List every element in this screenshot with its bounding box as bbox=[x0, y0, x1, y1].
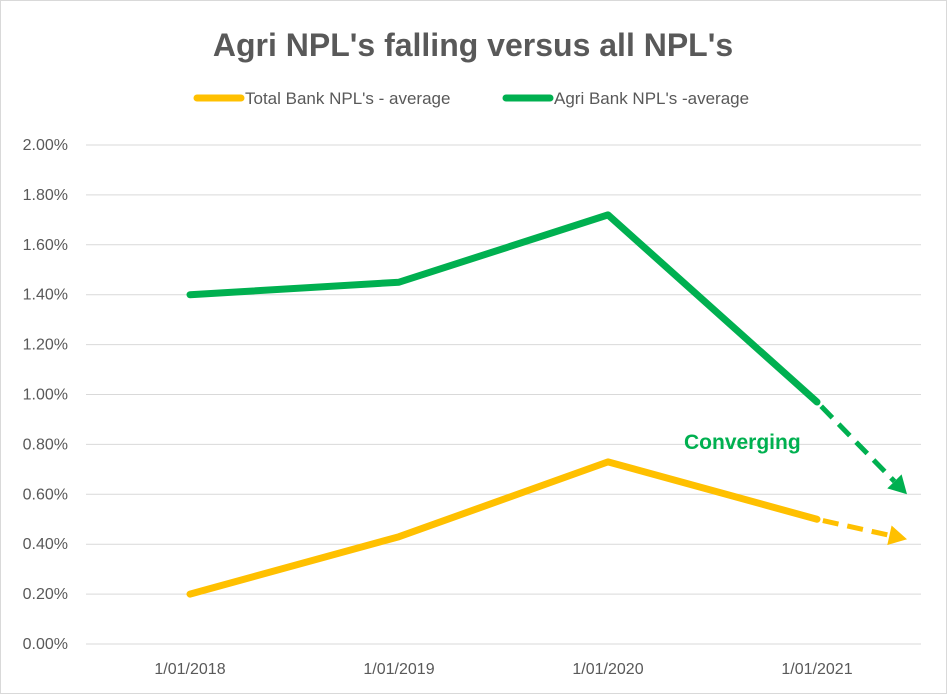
arrow-head-icon bbox=[887, 474, 907, 494]
legend: Total Bank NPL's - average Agri Bank NPL… bbox=[197, 89, 749, 108]
series-layer bbox=[190, 215, 907, 594]
legend-label-total: Total Bank NPL's - average bbox=[245, 89, 450, 108]
x-tick-label: 1/01/2020 bbox=[572, 661, 643, 678]
y-tick-label: 0.20% bbox=[23, 586, 68, 603]
y-tick-label: 0.60% bbox=[23, 486, 68, 503]
gridlines bbox=[86, 145, 921, 644]
x-tick-label: 1/01/2019 bbox=[363, 661, 434, 678]
annotation-converging: Converging bbox=[684, 431, 801, 454]
projection-dashed-line bbox=[823, 521, 890, 536]
y-tick-label: 2.00% bbox=[23, 137, 68, 154]
y-tick-label: 0.80% bbox=[23, 436, 68, 453]
y-tick-label: 1.60% bbox=[23, 237, 68, 254]
series-line-total bbox=[190, 462, 817, 594]
arrow-head-icon bbox=[887, 526, 907, 546]
y-tick-label: 1.40% bbox=[23, 287, 68, 304]
y-tick-label: 1.80% bbox=[23, 187, 68, 204]
projection-dashed-line bbox=[821, 406, 894, 481]
chart-title: Agri NPL's falling versus all NPL's bbox=[213, 27, 733, 63]
y-tick-label: 0.40% bbox=[23, 536, 68, 553]
y-tick-label: 1.20% bbox=[23, 337, 68, 354]
series-line-agri bbox=[190, 215, 817, 402]
y-tick-label: 1.00% bbox=[23, 387, 68, 404]
x-tick-label: 1/01/2018 bbox=[154, 661, 225, 678]
y-tick-label: 0.00% bbox=[23, 636, 68, 653]
y-axis-tick-labels: 0.00% 0.20% 0.40% 0.60% 0.80% 1.00% 1.20% 1.40%… bbox=[23, 137, 68, 653]
legend-label-agri: Agri Bank NPL's -average bbox=[554, 89, 749, 108]
x-tick-label: 1/01/2021 bbox=[781, 661, 852, 678]
x-axis-tick-labels: 1/01/2018 1/01/2019 1/01/2020 1/01/2021 bbox=[154, 661, 852, 678]
